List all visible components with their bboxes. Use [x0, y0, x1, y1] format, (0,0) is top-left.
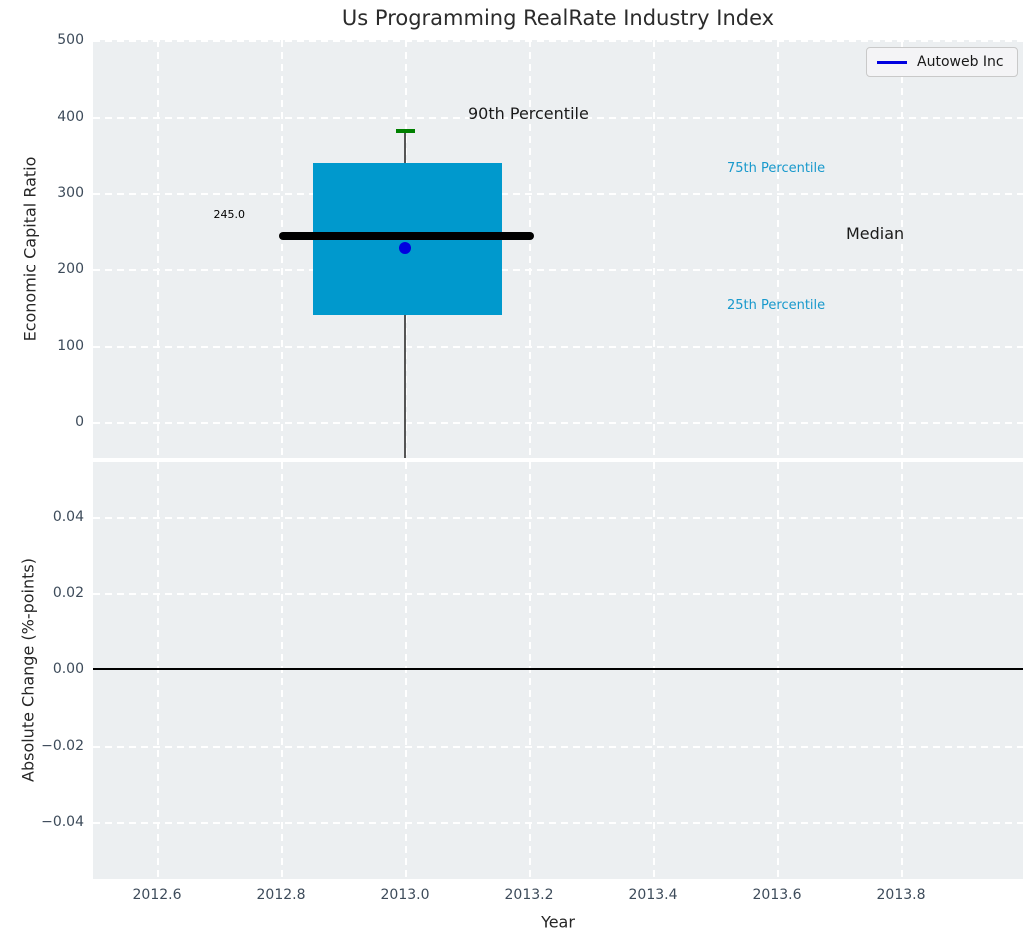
x-axis-label: Year [541, 912, 575, 932]
gridline [901, 40, 903, 458]
gridline [529, 40, 531, 458]
p75-annotation: 75th Percentile [727, 161, 826, 176]
gridline [93, 422, 1023, 424]
chart-title: Us Programming RealRate Industry Index [341, 6, 775, 30]
gridline [281, 462, 283, 879]
gridline [901, 462, 903, 879]
xtick-2013.4: 2013.4 [628, 887, 678, 903]
ytick-100: 100 [57, 338, 84, 354]
ytick--0.04: −0.04 [41, 814, 84, 830]
p90-annotation: 90th Percentile [468, 104, 589, 123]
ytick-500: 500 [57, 32, 84, 48]
gridline [93, 346, 1023, 348]
gridline [93, 193, 1023, 195]
gridline [777, 462, 779, 879]
xtick-2012.6: 2012.6 [132, 887, 182, 903]
xtick-2013.8: 2013.8 [876, 887, 926, 903]
gridline [93, 117, 1023, 119]
bottom-axes [93, 462, 1023, 879]
gridline [405, 462, 407, 879]
median-annotation: Median [846, 224, 905, 243]
legend: Autoweb Inc [866, 47, 1018, 77]
legend-label: Autoweb Inc [917, 54, 1004, 70]
gridline [281, 40, 283, 458]
gridline [653, 40, 655, 458]
ytick-300: 300 [57, 185, 84, 201]
gridline [157, 462, 159, 879]
legend-line-sample [877, 60, 907, 64]
top-axes: 245.0 90th Percentile 75th Percentile Me… [93, 40, 1023, 458]
median-value-annotation: 245.0 [213, 208, 246, 221]
p90-whisker-cap [396, 129, 415, 133]
gridline [777, 40, 779, 458]
gridline [93, 517, 1023, 519]
xtick-2013.6: 2013.6 [752, 887, 802, 903]
gridline [653, 462, 655, 879]
ytick-0.04: 0.04 [52, 509, 84, 525]
xtick-2012.8: 2012.8 [256, 887, 306, 903]
gridline [93, 822, 1023, 824]
ytick-0: 0 [75, 414, 84, 430]
ytick--0.02: −0.02 [41, 738, 84, 754]
p25-annotation: 25th Percentile [727, 298, 826, 313]
gridline [529, 462, 531, 879]
autoweb-marker [399, 242, 411, 254]
bottom-y-axis-label: Absolute Change (%-points) [18, 558, 38, 782]
median-line [279, 232, 534, 240]
xtick-2013.0: 2013.0 [380, 887, 430, 903]
ytick-200: 200 [57, 261, 84, 277]
gridline [157, 40, 159, 458]
gridline [93, 269, 1023, 271]
top-y-axis-label: Economic Capital Ratio [20, 156, 40, 342]
xtick-2013.2: 2013.2 [504, 887, 554, 903]
gridline [93, 593, 1023, 595]
gridline [93, 40, 1023, 42]
ytick-0.00: 0.00 [52, 661, 84, 677]
gridline [93, 746, 1023, 748]
ytick-0.02: 0.02 [52, 585, 84, 601]
ytick-400: 400 [57, 109, 84, 125]
zero-line [93, 668, 1023, 670]
